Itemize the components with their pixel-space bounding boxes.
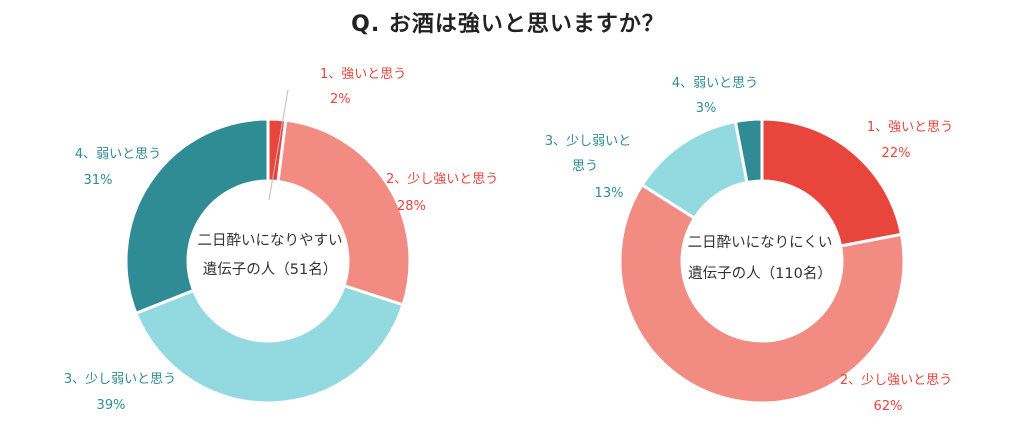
donut-2-slice-label-3: 思う — [572, 159, 598, 174]
donut-1-value-label-3: 39% — [97, 398, 126, 413]
donut-2-center-label: 二日酔いになりにくい — [688, 234, 833, 251]
donut-2-slice-label-4: 4、弱いと思う — [672, 76, 758, 91]
donut-2-slice-label-1: 1、強いと思う — [867, 120, 953, 135]
donut-1-center-label: 遺伝子の人（51名） — [203, 261, 337, 278]
donut-2-value-label-3: 13% — [595, 186, 624, 201]
donut-2-value-label-4: 3% — [696, 101, 717, 116]
donut-1-slice-label-4: 4、弱いと思う — [75, 147, 161, 162]
donut-1-slice-label-3: 3、少し弱いと思う — [64, 372, 176, 387]
donut-2-slice-1 — [760, 117, 904, 248]
donut-1-slice-4 — [124, 117, 270, 316]
donut-1-leader-line — [268, 89, 289, 201]
donut-1-value-label-4: 31% — [84, 173, 113, 188]
donut-2-slice-label-3: 3、少し弱いと — [545, 134, 631, 149]
donut-2-value-label-1: 22% — [882, 146, 911, 161]
donut-chart-2: 1、強いと思う 22% 2、少し強いと思う 62% 3、少し弱いと思う 13% 4、弱いと思… — [545, 76, 953, 414]
donut-chart-1: 1、強いと思う 2% 2、少し強いと思う 28% 3、少し弱いと思う 39% 4、弱いと思う… — [64, 67, 498, 413]
donut-2-slice-2 — [618, 182, 906, 405]
donut-1-value-label-2: 28% — [397, 199, 426, 214]
donut-1-slice-label-2: 2、少し強いと思う — [386, 172, 498, 187]
donut-1-value-label-1: 2% — [330, 92, 351, 107]
donut-2-slice-4 — [733, 117, 764, 185]
chart-title: Q. お酒は強いと思いますか？ — [351, 12, 665, 37]
donut-1-slice-label-1: 1、強いと思う — [320, 67, 406, 82]
donut-2-center-label: 遺伝子の人（110名） — [688, 265, 832, 282]
donut-2-slice-label-2: 2、少し強いと思う — [840, 373, 952, 388]
donut-1-center-label: 二日酔いになりやすい — [198, 232, 343, 249]
donut-1-slice-3 — [134, 283, 405, 405]
donut-2-value-label-2: 62% — [874, 399, 903, 414]
donut-1-slice-2 — [276, 118, 412, 307]
